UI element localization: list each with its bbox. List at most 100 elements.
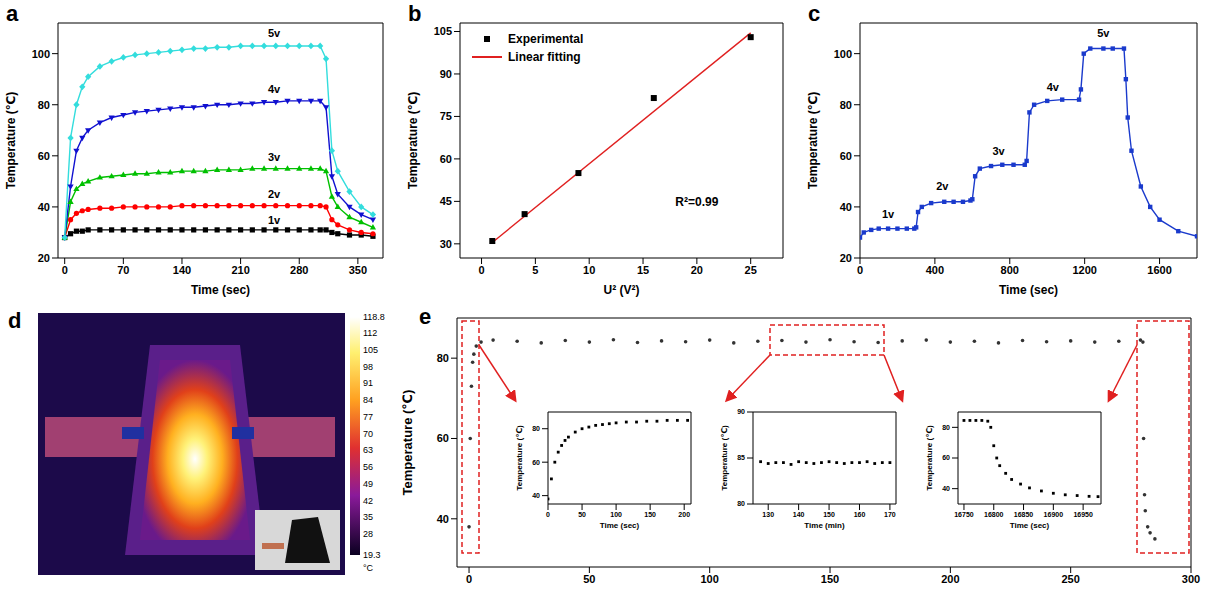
svg-text:210: 210 [231,264,249,276]
svg-text:80: 80 [38,99,50,111]
svg-text:60: 60 [38,150,50,162]
svg-text:Time (sec): Time (sec) [999,283,1058,297]
svg-text:80: 80 [437,352,449,364]
svg-text:75: 75 [440,110,452,122]
svg-text:60: 60 [437,432,449,444]
svg-text:105: 105 [363,345,378,355]
svg-text:400: 400 [926,264,944,276]
svg-text:100: 100 [834,48,852,60]
svg-text:35: 35 [363,512,373,522]
svg-text:16900: 16900 [1044,511,1064,518]
svg-text:40: 40 [840,201,852,213]
svg-text:60: 60 [840,150,852,162]
svg-text:200: 200 [678,511,690,518]
svg-text:60: 60 [532,459,540,466]
svg-text:1v: 1v [882,208,895,220]
svg-text:80: 80 [532,425,540,432]
svg-text:0: 0 [857,264,863,276]
svg-text:63: 63 [363,445,373,455]
svg-text:49: 49 [363,479,373,489]
svg-text:60: 60 [942,454,950,461]
svg-text:16850: 16850 [1014,511,1034,518]
svg-text:Temperature (℃): Temperature (℃) [925,425,934,490]
svg-text:Temperature (℃): Temperature (℃) [406,92,420,190]
svg-text:20: 20 [691,264,703,276]
svg-text:100: 100 [610,511,622,518]
svg-text:50: 50 [583,573,595,585]
svg-text:80: 80 [840,99,852,111]
svg-text:Temperature (℃): Temperature (℃) [515,425,524,490]
svg-text:4v: 4v [1047,81,1060,93]
svg-text:20: 20 [840,252,852,264]
svg-text:350: 350 [349,264,367,276]
svg-text:56: 56 [363,462,373,472]
svg-text:150: 150 [823,511,835,518]
svg-text:Temperature (℃): Temperature (℃) [806,92,820,190]
svg-text:112: 112 [363,328,377,338]
svg-text:25: 25 [745,264,757,276]
svg-text:140: 140 [793,511,805,518]
svg-text:60: 60 [440,153,452,165]
svg-text:Time (sec): Time (sec) [1010,521,1050,530]
svg-text:200: 200 [941,573,959,585]
svg-text:150: 150 [644,511,656,518]
svg-text:10: 10 [583,264,595,276]
svg-text:80: 80 [737,500,745,507]
svg-text:Temperature (℃): Temperature (℃) [400,390,415,496]
svg-text:Temperature (℃): Temperature (℃) [4,92,18,190]
svg-text:0: 0 [466,573,472,585]
svg-text:°C: °C [363,563,374,573]
svg-text:50: 50 [578,511,586,518]
svg-text:3v: 3v [992,145,1005,157]
svg-text:1v: 1v [268,214,281,226]
svg-text:0: 0 [478,264,484,276]
svg-text:40: 40 [942,485,950,492]
svg-text:2v: 2v [268,188,281,200]
svg-text:3v: 3v [268,151,281,163]
svg-text:2v: 2v [936,180,949,192]
svg-text:4v: 4v [268,83,281,95]
svg-text:100: 100 [701,573,719,585]
svg-text:90: 90 [737,408,745,415]
svg-text:170: 170 [884,511,896,518]
svg-text:160: 160 [854,511,866,518]
svg-text:16950: 16950 [1073,511,1093,518]
svg-text:5: 5 [532,264,538,276]
svg-text:70: 70 [363,429,373,439]
svg-text:98: 98 [363,362,373,372]
svg-text:5v: 5v [1097,27,1110,39]
svg-text:28: 28 [363,529,373,539]
svg-text:Temperature (℃): Temperature (℃) [720,425,729,490]
svg-text:140: 140 [173,264,191,276]
svg-text:0: 0 [546,511,550,518]
svg-text:45: 45 [440,195,452,207]
svg-text:84: 84 [363,395,373,405]
svg-text:16800: 16800 [984,511,1004,518]
svg-text:130: 130 [762,511,774,518]
svg-text:1600: 1600 [1147,264,1171,276]
svg-text:16750: 16750 [954,511,974,518]
svg-text:150: 150 [821,573,839,585]
svg-text:77: 77 [363,412,373,422]
svg-text:Time (min): Time (min) [804,521,845,530]
svg-text:80: 80 [942,424,950,431]
svg-text:91: 91 [363,378,373,388]
svg-text:5v: 5v [268,27,281,39]
svg-text:800: 800 [1001,264,1019,276]
svg-text:20: 20 [38,252,50,264]
svg-text:100: 100 [32,48,50,60]
svg-text:R²=0.99: R²=0.99 [675,195,718,209]
svg-text:30: 30 [440,238,452,250]
svg-text:40: 40 [532,492,540,499]
svg-text:0: 0 [62,264,68,276]
svg-text:1200: 1200 [1072,264,1096,276]
svg-text:300: 300 [1182,573,1200,585]
svg-text:90: 90 [440,68,452,80]
svg-text:85: 85 [737,454,745,461]
svg-text:Time (sec): Time (sec) [191,283,250,297]
svg-text:118.8: 118.8 [363,312,385,322]
svg-text:19.3: 19.3 [363,550,381,560]
svg-text:U² (V²): U² (V²) [604,283,640,297]
svg-text:70: 70 [117,264,129,276]
svg-text:250: 250 [1061,573,1079,585]
